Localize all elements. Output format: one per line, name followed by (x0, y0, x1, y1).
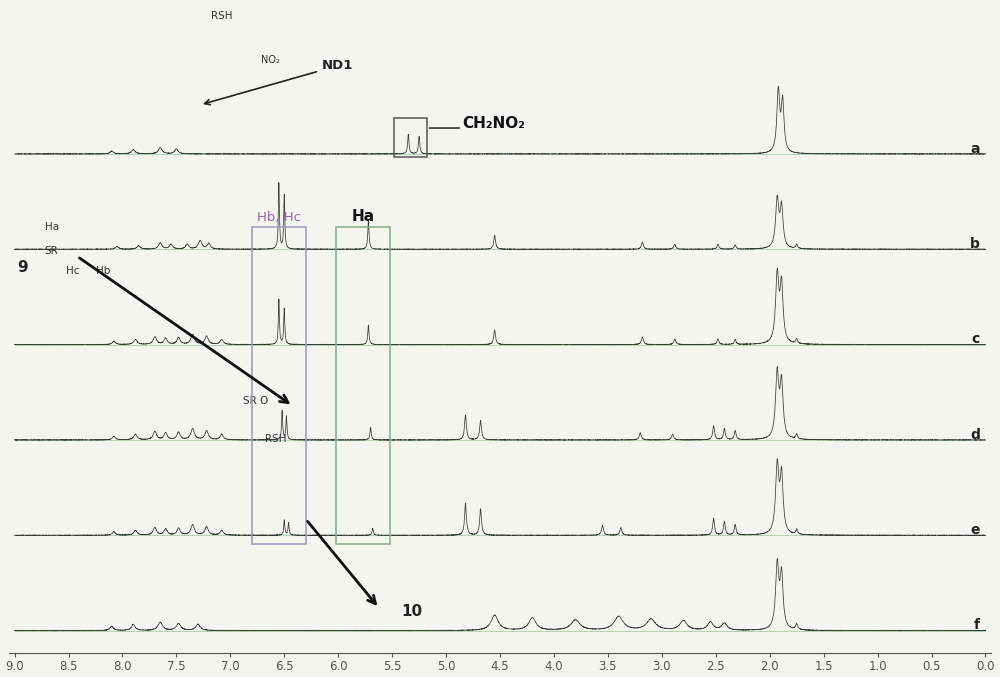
Text: SR O: SR O (243, 396, 269, 406)
Text: RSH: RSH (265, 434, 286, 443)
Text: Ha: Ha (45, 221, 59, 232)
Bar (336, 227, 390, 544)
Text: Ha: Ha (351, 209, 375, 224)
Text: d: d (970, 428, 980, 441)
Text: 10: 10 (401, 603, 422, 619)
Bar (252, 227, 306, 544)
Text: NO₂: NO₂ (261, 56, 279, 65)
Text: Hc: Hc (66, 266, 80, 276)
Text: 9: 9 (17, 260, 27, 275)
Text: a: a (971, 141, 980, 156)
Text: c: c (972, 332, 980, 346)
Text: Hb, Hc: Hb, Hc (257, 211, 301, 224)
Text: RSH: RSH (211, 11, 232, 21)
Bar (394, 118, 427, 158)
Text: ND1: ND1 (205, 59, 353, 105)
Text: e: e (971, 523, 980, 537)
Text: Hb: Hb (96, 266, 110, 276)
Text: f: f (974, 618, 980, 632)
Text: CH₂NO₂: CH₂NO₂ (462, 116, 525, 131)
Text: b: b (970, 237, 980, 251)
Text: SR: SR (45, 246, 59, 256)
